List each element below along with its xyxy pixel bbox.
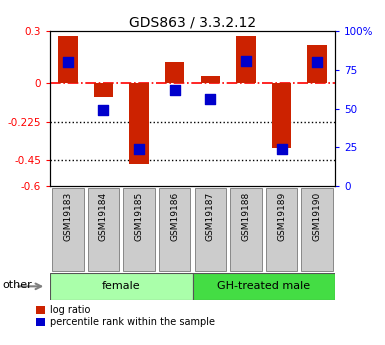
Point — [65, 59, 71, 65]
Text: GSM19189: GSM19189 — [277, 191, 286, 241]
Text: GSM19185: GSM19185 — [135, 191, 144, 241]
Text: GSM19187: GSM19187 — [206, 191, 215, 241]
Point — [243, 58, 249, 63]
Bar — [124, 188, 155, 271]
Bar — [129, 83, 149, 164]
Bar — [307, 45, 327, 83]
Bar — [195, 188, 226, 271]
Point — [314, 59, 320, 65]
Bar — [230, 188, 261, 271]
Legend: log ratio, percentile rank within the sample: log ratio, percentile rank within the sa… — [36, 305, 215, 327]
Text: GSM19184: GSM19184 — [99, 191, 108, 240]
Text: female: female — [102, 282, 141, 291]
Bar — [266, 188, 297, 271]
Bar — [192, 273, 335, 300]
Bar — [52, 188, 84, 271]
Bar — [301, 188, 333, 271]
Text: GSM19186: GSM19186 — [170, 191, 179, 241]
Text: GDS863 / 3.3.2.12: GDS863 / 3.3.2.12 — [129, 16, 256, 30]
Point — [136, 146, 142, 152]
Bar — [236, 36, 256, 83]
Bar — [272, 83, 291, 148]
Text: GH-treated male: GH-treated male — [217, 282, 310, 291]
Bar — [94, 83, 113, 97]
Text: GSM19190: GSM19190 — [313, 191, 321, 241]
Point — [100, 108, 107, 113]
Point — [207, 97, 213, 102]
Text: other: other — [2, 280, 32, 289]
Bar — [159, 188, 190, 271]
Text: GSM19188: GSM19188 — [241, 191, 250, 241]
Bar — [88, 188, 119, 271]
Bar — [201, 76, 220, 83]
Point — [278, 146, 285, 152]
Bar — [165, 62, 184, 83]
Bar — [58, 36, 78, 83]
Text: GSM19183: GSM19183 — [64, 191, 72, 241]
Bar — [50, 273, 192, 300]
Point — [172, 87, 178, 93]
